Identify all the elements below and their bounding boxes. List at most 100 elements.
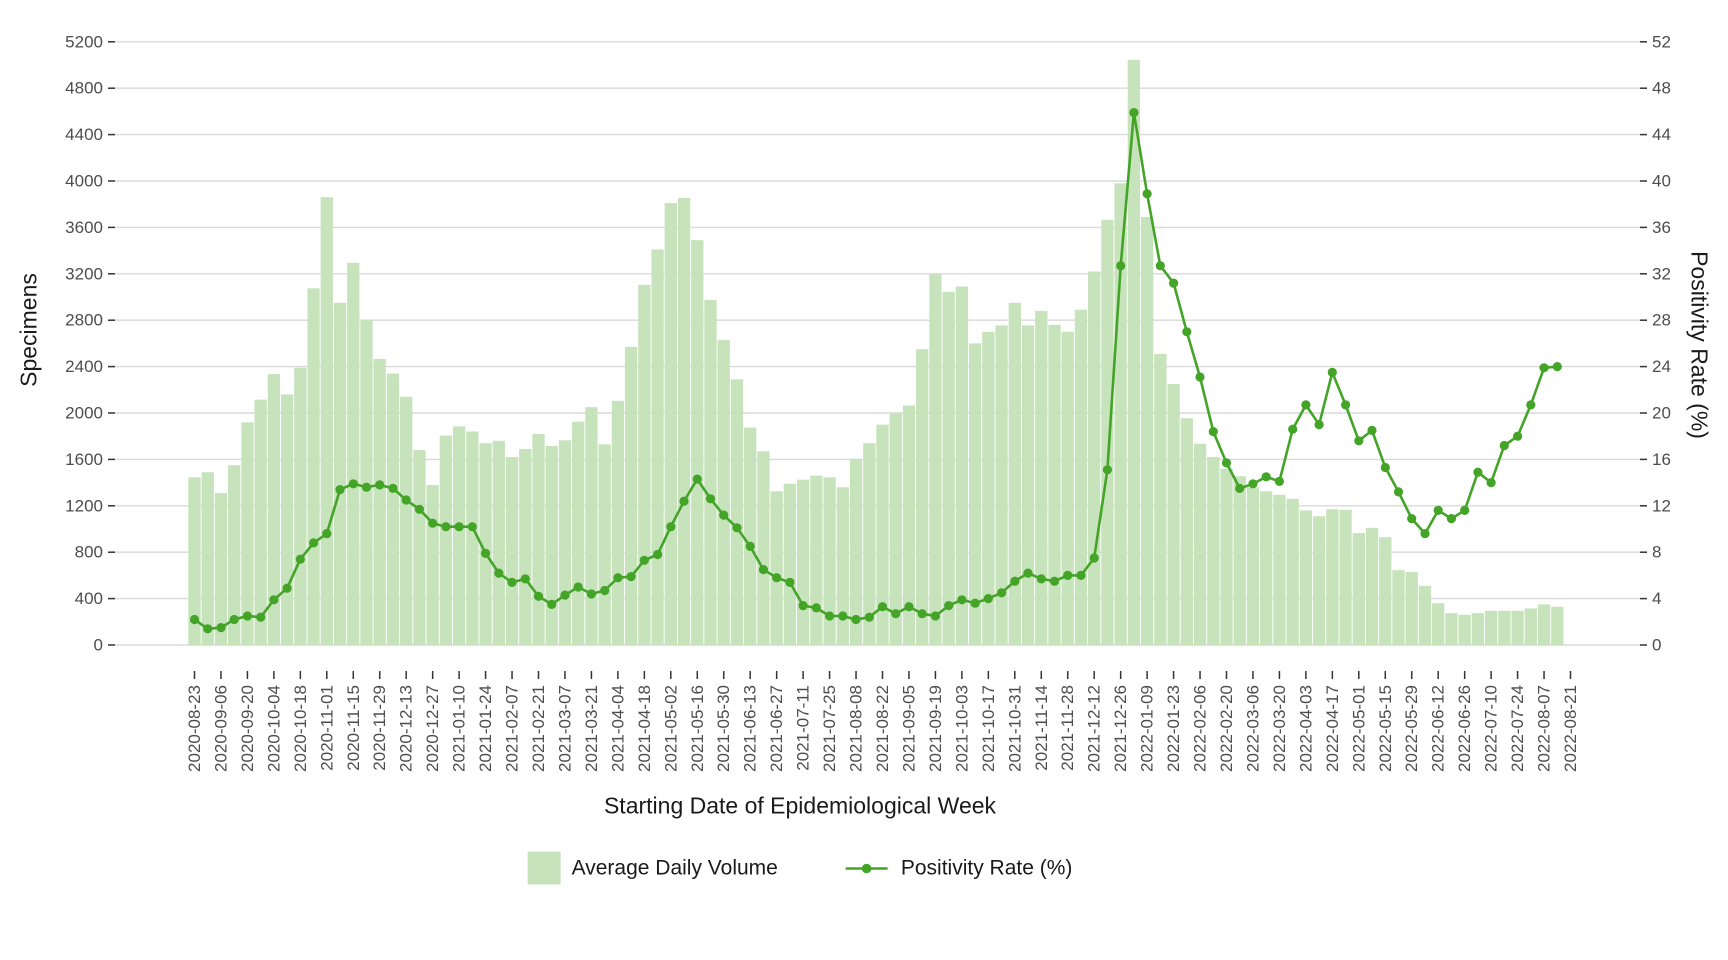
volume-bar (585, 407, 598, 645)
positivity-point (1327, 367, 1337, 377)
volume-bar (558, 440, 572, 645)
volume-bar (1286, 498, 1299, 645)
y-left-tick-label: 2800 (65, 311, 103, 330)
x-tick-label: 2022-04-03 (1296, 685, 1315, 772)
volume-bar (1246, 487, 1260, 645)
positivity-point (891, 609, 901, 619)
positivity-point (785, 577, 795, 588)
volume-bar (995, 325, 1008, 645)
positivity-point (705, 494, 716, 504)
positivity-point (1460, 505, 1470, 515)
positivity-point (375, 480, 385, 490)
positivity-point (666, 522, 676, 532)
volume-bar (691, 240, 704, 645)
y-right-tick-label: 16 (1652, 450, 1671, 469)
volume-bar (1167, 384, 1180, 645)
x-tick-label: 2021-05-16 (688, 685, 707, 772)
volume-bar (228, 465, 241, 645)
volume-bar (598, 444, 611, 645)
legend: Average Daily Volume Positivity Rate (%) (527, 851, 1073, 885)
volume-bar (783, 483, 797, 645)
volume-bar (1471, 613, 1485, 645)
volume-bar (1207, 457, 1220, 645)
positivity-point (811, 603, 821, 613)
volume-bar (519, 448, 532, 645)
x-axis-title: Starting Date of Epidemiological Week (603, 792, 997, 819)
x-tick-label: 2021-02-21 (529, 685, 548, 772)
volume-bar (294, 367, 307, 645)
positivity-point (269, 595, 279, 605)
x-tick-label: 2022-01-23 (1164, 685, 1183, 772)
x-tick-label: 2021-03-21 (582, 685, 601, 772)
y-left-tick-label: 4400 (65, 125, 103, 144)
volume-bar (730, 379, 744, 645)
volume-bar (426, 484, 439, 645)
positivity-point (1142, 189, 1152, 199)
x-tick-label: 2022-04-17 (1323, 685, 1342, 772)
volume-bar (770, 491, 783, 645)
y-right-tick-label: 48 (1652, 79, 1671, 98)
volume-bar (333, 302, 347, 645)
positivity-point (547, 599, 557, 610)
legend-item-positivity: Positivity Rate (%) (844, 856, 1073, 880)
volume-bar (1537, 604, 1551, 645)
positivity-point (997, 588, 1007, 598)
volume-bar (1484, 610, 1498, 645)
volume-bar (611, 400, 625, 645)
volume-bar (664, 203, 677, 646)
positivity-point (679, 496, 689, 506)
positivity-point (1341, 400, 1351, 410)
x-tick-label: 2021-05-02 (661, 685, 680, 772)
positivity-point (1274, 476, 1284, 486)
positivity-point (1486, 478, 1496, 488)
positivity-point (1023, 568, 1033, 578)
positivity-point (692, 474, 702, 484)
x-tick-label: 2022-07-10 (1482, 685, 1501, 772)
volume-bar (1432, 603, 1445, 645)
positivity-point (653, 549, 663, 560)
x-tick-label: 2022-05-01 (1349, 685, 1368, 772)
y-left-tick-label: 800 (75, 543, 103, 562)
x-tick-label: 2022-08-07 (1535, 685, 1554, 772)
x-tick-label: 2021-06-13 (741, 685, 760, 772)
volume-bar (373, 359, 386, 645)
volume-bar (1365, 527, 1379, 645)
y-left-tick-label: 4800 (65, 79, 103, 98)
positivity-point (864, 612, 874, 622)
positivity-point (388, 483, 398, 493)
positivity-point (1301, 400, 1311, 410)
legend-label-positivity: Positivity Rate (%) (900, 856, 1073, 879)
x-tick-label: 2021-11-14 (1032, 685, 1051, 771)
x-tick-label: 2022-06-12 (1429, 685, 1448, 772)
x-tick-label: 2021-04-18 (635, 685, 654, 772)
volume-bar (744, 427, 757, 645)
volume-bar (439, 435, 453, 645)
positivity-point (1089, 553, 1099, 563)
positivity-point (944, 601, 954, 611)
volume-bar (863, 443, 876, 645)
volume-bar (1260, 491, 1273, 645)
positivity-point (600, 585, 610, 596)
volume-bar (280, 394, 294, 645)
x-tick-label: 2021-11-28 (1058, 685, 1077, 771)
y-right-tick-label: 24 (1652, 357, 1671, 376)
positivity-point (1552, 362, 1562, 372)
y-axis-title-right: Positivity Rate (%) (1686, 251, 1713, 439)
x-tick-label: 2020-11-01 (317, 685, 336, 771)
positivity-point (626, 572, 636, 582)
x-tick-label: 2022-05-15 (1376, 685, 1395, 772)
volume-bar (638, 284, 651, 645)
volume-bar (1180, 418, 1193, 645)
positivity-point (520, 574, 530, 584)
positivity-point (295, 554, 305, 564)
positivity-point (1208, 427, 1218, 437)
volume-bar (267, 374, 281, 645)
positivity-point (1420, 529, 1430, 539)
positivity-point (798, 601, 808, 611)
positivity-point (1513, 431, 1523, 441)
positivity-point (1049, 576, 1060, 586)
x-tick-label: 2020-09-20 (238, 685, 257, 772)
x-tick-label: 2021-10-17 (979, 685, 998, 772)
volume-bar (1101, 219, 1114, 646)
positivity-point (970, 598, 980, 608)
